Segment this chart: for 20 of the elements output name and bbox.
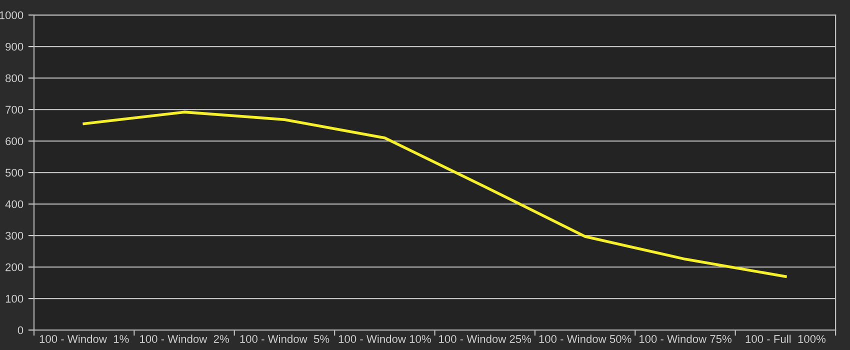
x-tick-label: 100 - Window 50% xyxy=(539,334,632,343)
y-tick-label: 900 xyxy=(6,42,24,51)
y-tick-label: 500 xyxy=(5,168,24,177)
y-tick-label: 300 xyxy=(5,232,24,240)
y-tick-label: 200 xyxy=(6,263,24,272)
y-tick-label: 800 xyxy=(6,74,24,82)
x-tick-label: 100 - Full 100% xyxy=(746,334,826,343)
x-tick-label: 100 - Window 2% xyxy=(140,334,229,343)
x-tick-label: 100 - Window 1% xyxy=(40,334,129,343)
y-tick-label: 400 xyxy=(5,200,24,208)
x-tick-label: 100 - Window 10% xyxy=(338,334,431,343)
y-tick-label: 700 xyxy=(6,106,24,114)
y-tick-label: 1000 xyxy=(0,11,24,20)
y-tick-label: 0 xyxy=(18,326,24,334)
x-tick-label: 100 - Window 5% xyxy=(240,334,330,343)
y-tick-label: 600 xyxy=(6,137,24,146)
x-tick-label: 100 - Window 25% xyxy=(439,334,532,343)
y-tick-label: 100 xyxy=(6,294,24,303)
x-tick-label: 100 - Window 75% xyxy=(639,334,732,343)
line-series xyxy=(82,110,787,278)
